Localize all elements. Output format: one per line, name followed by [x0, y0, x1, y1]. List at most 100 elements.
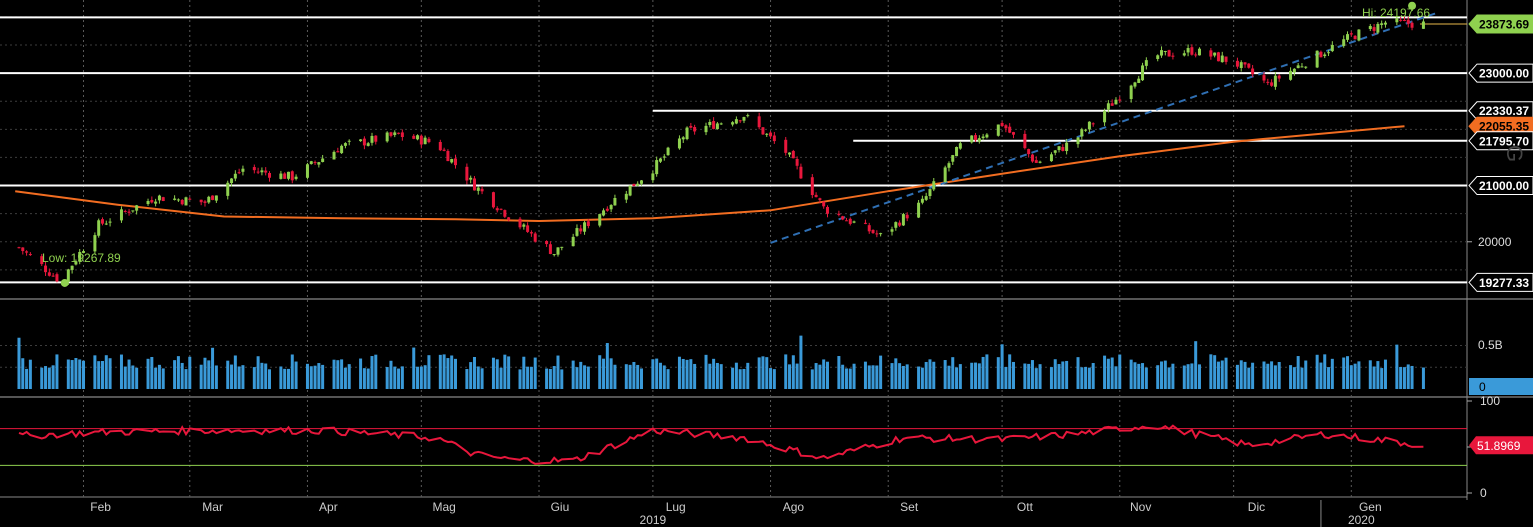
candle-body	[928, 189, 932, 196]
candle-body	[359, 139, 363, 142]
candle	[321, 154, 325, 163]
candle	[624, 190, 628, 204]
candle	[1319, 50, 1323, 58]
candle	[985, 133, 989, 139]
volume-bar	[1266, 363, 1270, 389]
price-level-tag[interactable]: 19277.33	[1468, 272, 1533, 292]
volume-bar	[123, 366, 127, 389]
volume-bar	[955, 367, 959, 389]
volume-bar	[746, 362, 750, 389]
price-level-tag[interactable]: 21795.70	[1468, 131, 1533, 151]
candle	[55, 272, 59, 283]
volume-bar	[230, 364, 234, 389]
volume-bar	[264, 363, 268, 389]
candle-body	[1110, 103, 1114, 106]
candle	[522, 223, 526, 230]
volume-bar	[1357, 361, 1361, 389]
candle	[1357, 29, 1361, 42]
volume-bar	[844, 368, 848, 389]
trend-line[interactable]	[770, 12, 1437, 244]
candle	[507, 216, 511, 222]
volume-bar	[21, 358, 25, 389]
candle	[898, 220, 902, 227]
low-marker-dot[interactable]	[60, 278, 69, 287]
volume-bar	[1084, 366, 1088, 389]
candle-body	[1406, 19, 1410, 24]
candle	[719, 122, 723, 125]
candle-body	[491, 192, 495, 208]
candle	[746, 113, 750, 118]
month-label: Mar	[202, 500, 223, 514]
candle	[529, 230, 533, 237]
year-label: 2020	[1348, 513, 1375, 527]
volume-bar	[533, 357, 537, 389]
candle-body	[226, 182, 230, 196]
hi-marker-dot[interactable]	[1408, 1, 1417, 10]
candle-body	[237, 172, 241, 174]
price-level-tag[interactable]: 23000.00	[1468, 63, 1533, 83]
candle-body	[362, 138, 366, 146]
volume-bar	[161, 368, 165, 389]
price-level-tag[interactable]: 23873.69	[1468, 14, 1533, 34]
candle	[416, 134, 420, 141]
candle-body	[495, 208, 499, 211]
volume-bar	[286, 368, 290, 389]
rsi-line	[18, 424, 1424, 465]
volume-bar	[1277, 361, 1281, 389]
volume-bar	[279, 366, 283, 389]
candle	[1406, 16, 1410, 28]
candle	[1368, 24, 1372, 32]
candle-body	[450, 159, 454, 163]
volume-bar	[1270, 361, 1274, 389]
candle	[947, 161, 951, 172]
candle-body	[1357, 29, 1361, 41]
candle	[393, 130, 397, 138]
candle-body	[708, 121, 712, 126]
candle-body	[548, 244, 552, 254]
candle-body	[1300, 66, 1304, 68]
candle	[1346, 31, 1350, 43]
candle	[180, 199, 184, 206]
candle	[336, 147, 340, 153]
moving-average-line	[15, 125, 1405, 223]
volume-bar	[78, 359, 82, 389]
candle-body	[1080, 129, 1084, 137]
candle	[252, 164, 256, 174]
month-label: Nov	[1130, 500, 1151, 514]
volume-bar	[841, 364, 845, 389]
candle-body	[1342, 39, 1346, 46]
candle-body	[1209, 50, 1213, 57]
volume-bar	[1034, 368, 1038, 389]
candle-body	[598, 214, 602, 226]
candle	[184, 196, 188, 206]
candle-body	[742, 117, 746, 121]
candle-body	[51, 275, 55, 277]
rsi-tick-label: 100	[1480, 394, 1500, 408]
candle-body	[499, 208, 503, 210]
volume-last-tag[interactable]: 0	[1469, 378, 1533, 395]
volume-bar	[1330, 358, 1334, 389]
volume-bar	[389, 360, 393, 389]
candle	[491, 191, 495, 209]
volume-bar	[1053, 359, 1057, 389]
volume-bar	[742, 368, 746, 389]
candle-body	[788, 152, 792, 155]
candle-body	[712, 121, 716, 129]
candle-body	[844, 220, 848, 222]
rsi-last-tag[interactable]: 51.8969	[1469, 436, 1533, 455]
candle-body	[108, 221, 112, 223]
candle	[605, 206, 609, 212]
candle-body	[947, 163, 951, 168]
volume-bar	[442, 354, 446, 389]
volume-bar	[66, 359, 70, 389]
candle	[309, 160, 313, 165]
candle-body	[1213, 52, 1217, 56]
candle	[154, 198, 158, 207]
volume-bar	[427, 355, 431, 389]
candle-body	[74, 261, 78, 265]
volume-bar	[1209, 354, 1213, 389]
price-level-tag[interactable]: 21000.00	[1468, 176, 1533, 196]
price-tag-text: 22055.35	[1479, 120, 1529, 134]
candle	[1133, 81, 1137, 89]
candle-body	[1273, 75, 1277, 87]
